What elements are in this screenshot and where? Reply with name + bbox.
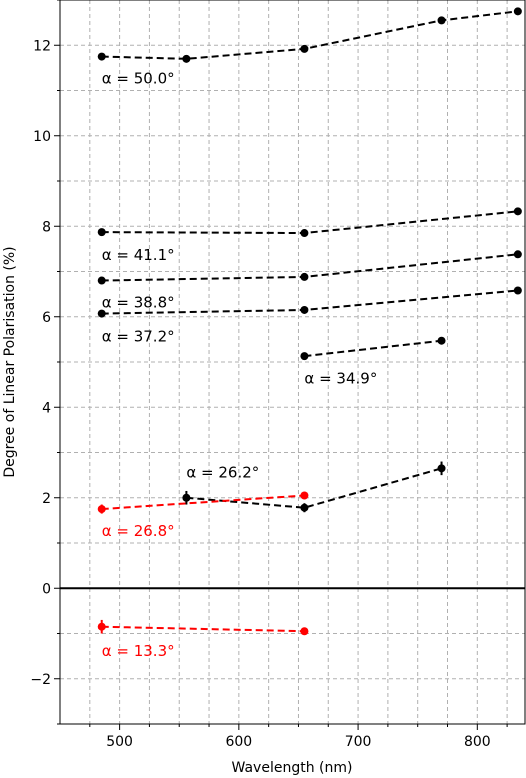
series: α = 26.8° (97, 491, 309, 540)
data-point (300, 627, 309, 636)
series-annotation: α = 38.8° (102, 294, 175, 312)
series-line (101, 625, 305, 633)
series: α = 50.0° (97, 7, 522, 88)
y-tick-label: −2 (30, 672, 51, 688)
x-axis-label: Wavelength (nm) (232, 760, 353, 776)
data-point (437, 336, 446, 345)
data-point (437, 464, 446, 473)
y-axis-label: Degree of Linear Polarisation (%) (2, 246, 18, 477)
axis-ticks: 500 600 700 800 −2 0 2 4 6 8 10 12 (30, 0, 508, 750)
series: α = 34.9° (300, 336, 446, 388)
data-point (300, 272, 309, 281)
data-point (300, 229, 309, 238)
data-point (513, 250, 522, 259)
data-point (97, 505, 106, 514)
data-point (97, 52, 106, 61)
series-annotation: α = 37.2° (102, 328, 175, 346)
x-tick-label: 500 (106, 734, 133, 750)
y-tick-label: 2 (42, 491, 51, 507)
data-point (437, 16, 446, 25)
x-tick-label: 800 (464, 734, 491, 750)
series: α = 37.2° (97, 286, 522, 346)
data-point (182, 54, 191, 63)
series: α = 41.1° (97, 207, 522, 264)
data-point (300, 305, 309, 314)
data-point (300, 491, 309, 500)
data-point (182, 493, 191, 502)
series-annotation: α = 41.1° (102, 246, 175, 264)
x-tick-label: 600 (225, 734, 252, 750)
y-tick-label: 8 (42, 219, 51, 235)
series-annotation: α = 50.0° (102, 70, 175, 88)
data-point (97, 276, 106, 285)
y-tick-label: 0 (42, 581, 51, 597)
data-point (513, 286, 522, 295)
gridlines (60, 0, 525, 725)
series-annotation: α = 26.8° (102, 522, 175, 540)
y-tick-label: 10 (33, 129, 51, 145)
y-tick-label: 12 (33, 38, 51, 54)
series-annotation: α = 34.9° (304, 370, 377, 388)
series: α = 13.3° (97, 619, 309, 660)
data-point (97, 228, 106, 237)
y-tick-label: 6 (42, 310, 51, 326)
series-annotation: α = 26.2° (186, 463, 259, 481)
data-point (300, 503, 309, 512)
series-layer: α = 50.0° α = 41.1° α = 38.8° α = 37.2° α = … (97, 7, 522, 660)
data-point (97, 309, 106, 318)
x-tick-label: 700 (345, 734, 372, 750)
series-line (304, 339, 442, 358)
data-point (300, 352, 309, 361)
series-line (101, 494, 305, 511)
data-point (97, 622, 106, 631)
data-point (513, 7, 522, 16)
y-tick-label: 4 (42, 400, 51, 416)
series-annotation: α = 13.3° (102, 642, 175, 660)
series: α = 38.8° (97, 250, 522, 312)
data-point (300, 44, 309, 53)
data-point (513, 207, 522, 216)
